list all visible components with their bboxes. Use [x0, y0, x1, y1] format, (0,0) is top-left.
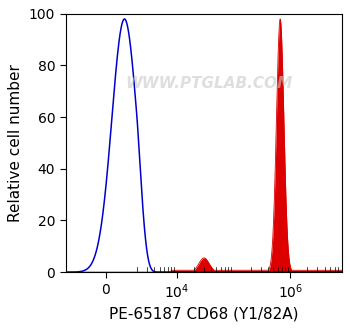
Y-axis label: Relative cell number: Relative cell number: [8, 64, 23, 222]
X-axis label: PE-65187 CD68 (Y1/82A): PE-65187 CD68 (Y1/82A): [109, 307, 299, 322]
Text: WWW.PTGLAB.COM: WWW.PTGLAB.COM: [126, 76, 293, 91]
